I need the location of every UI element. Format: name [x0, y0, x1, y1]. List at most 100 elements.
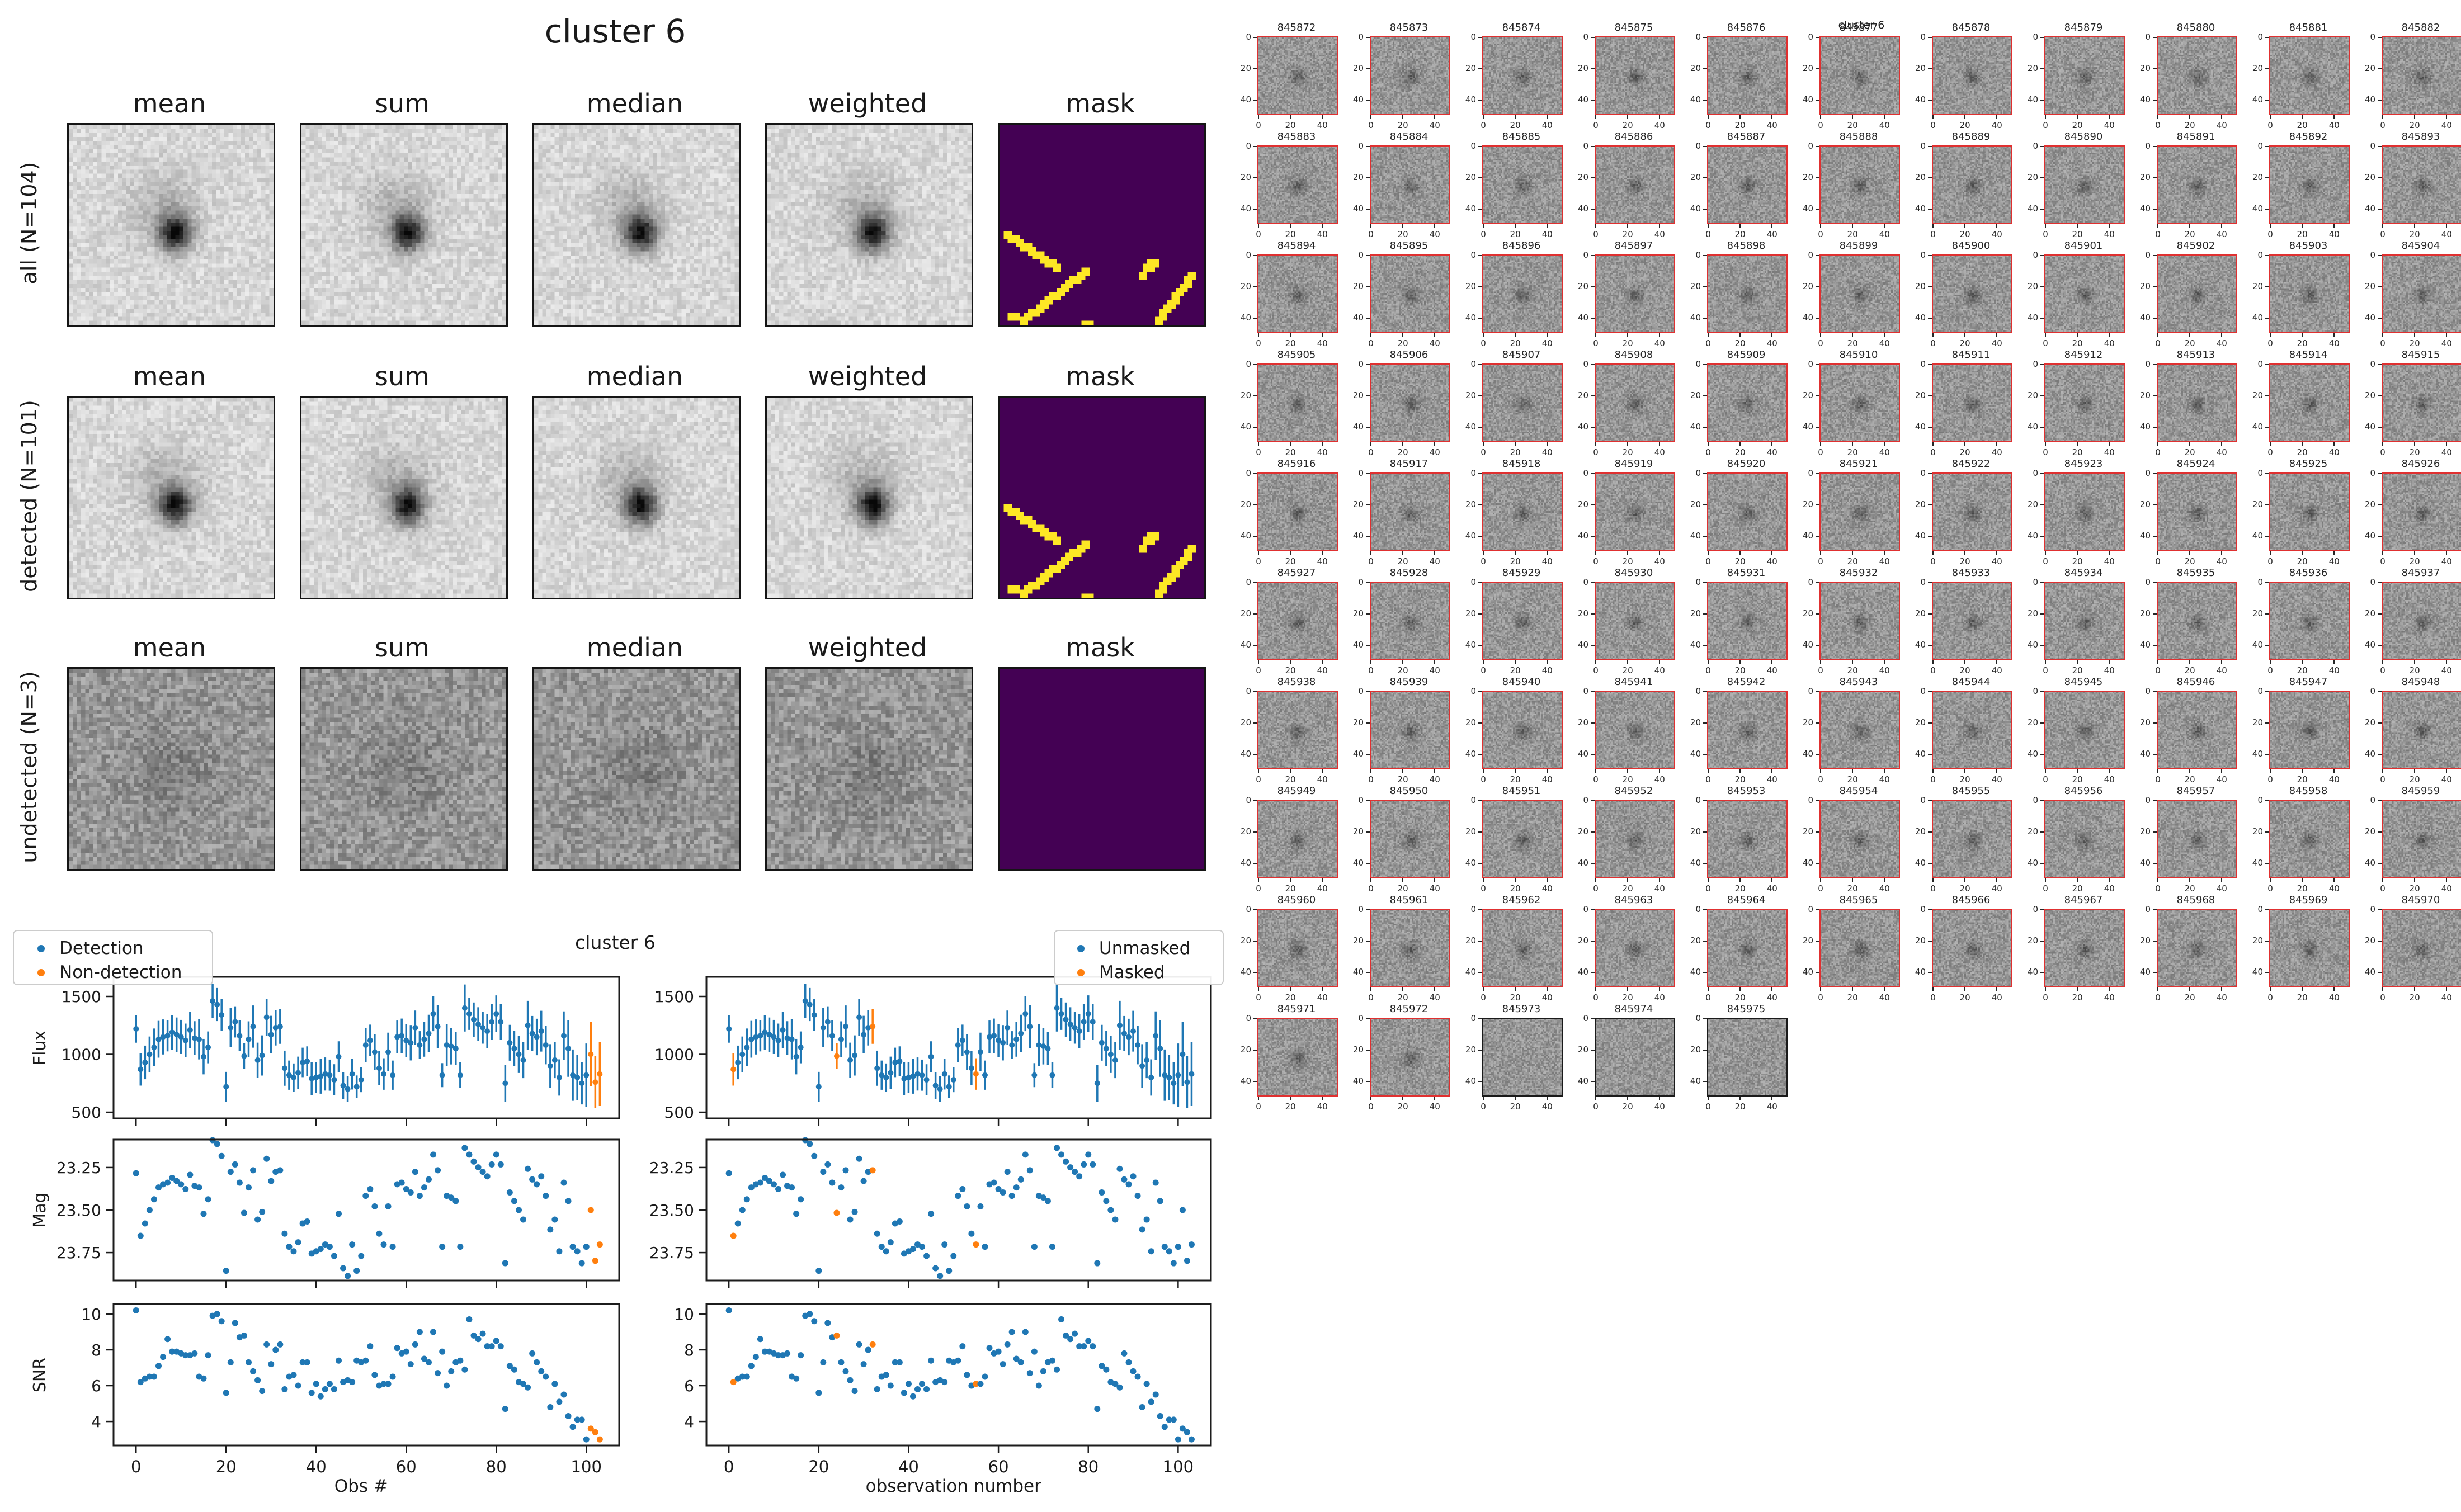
x-tick-label: 40 — [1879, 120, 1890, 130]
data-point — [1058, 1316, 1065, 1323]
y-tick — [1253, 1049, 1257, 1051]
x-tick-label: 0 — [2155, 993, 2161, 1003]
y-tick-label: 40 — [2139, 421, 2151, 432]
x-tick-label: 20 — [1622, 447, 1633, 457]
x-tick-label: 20 — [2184, 120, 2195, 130]
data-point — [1130, 1028, 1137, 1034]
data-point — [833, 1209, 840, 1216]
x-tick-label: 40 — [1879, 774, 1890, 785]
y-tick-label: 0 — [2257, 250, 2263, 260]
plots-suptitle: cluster 6 — [575, 932, 656, 953]
x-tick-label: 0 — [1818, 883, 1823, 894]
stamp-title: 845964 — [1727, 894, 1766, 906]
y-tick-label: 0 — [2370, 686, 2375, 696]
stamp-title: 845876 — [1727, 22, 1766, 34]
y-tick — [2040, 68, 2044, 69]
data-point — [833, 1332, 840, 1339]
stamp-image — [1819, 800, 1900, 878]
data-point — [982, 1072, 988, 1078]
data-point — [977, 1203, 984, 1209]
stamp-title: 845918 — [1502, 458, 1541, 470]
y-tick-label: 1500 — [62, 987, 101, 1006]
x-tick-label: 0 — [1481, 883, 1486, 894]
x-tick-label: 40 — [1766, 1102, 1778, 1112]
data-point — [995, 1348, 1002, 1355]
x-tick-label: 40 — [2216, 447, 2227, 457]
x-tick — [1659, 224, 1661, 228]
x-tick-label: 40 — [2104, 993, 2115, 1003]
y-tick-label: 40 — [1240, 312, 1251, 323]
x-tick-label: 40 — [1879, 665, 1890, 675]
x-tick — [1739, 987, 1741, 991]
data-point — [1148, 1248, 1154, 1255]
data-point — [452, 1198, 459, 1204]
y-tick-label: 0 — [2145, 250, 2151, 260]
data-point — [856, 1014, 862, 1020]
data-point — [223, 1084, 229, 1090]
y-tick — [1703, 644, 1707, 646]
stamp-title: 845898 — [1727, 240, 1766, 252]
x-tick-label: 20 — [1510, 229, 1521, 239]
y-tick-label: 20 — [2364, 63, 2375, 73]
data-point — [883, 1248, 889, 1255]
y-tick-label: 20 — [2364, 826, 2375, 837]
x-tick-label: 20 — [2409, 556, 2420, 566]
y-tick — [1366, 909, 1370, 910]
y-tick-label: 20 — [1240, 717, 1251, 727]
y-tick-label: 40 — [2252, 312, 2263, 323]
data-point — [937, 1086, 943, 1092]
x-tick-label: 0 — [1705, 774, 1711, 785]
x-tick-label: 40 — [1654, 229, 1665, 239]
stamp-image — [1482, 1018, 1563, 1097]
data-point — [299, 1359, 306, 1365]
y-tick-label: 0 — [1695, 686, 1701, 696]
data-point — [237, 1033, 243, 1039]
y-tick-label: 20 — [1577, 63, 1588, 73]
data-point — [560, 1033, 567, 1039]
y-tick-label: 20 — [1915, 717, 1926, 727]
y-tick-label: 20 — [2364, 935, 2375, 946]
data-point — [856, 1155, 862, 1162]
x-tick-label: 20 — [1285, 774, 1296, 785]
data-point — [725, 1307, 732, 1314]
stamp-title: 845915 — [2401, 349, 2440, 361]
x-tick — [2189, 769, 2191, 773]
x-tick-label: 20 — [1959, 447, 1970, 457]
x-tick — [1434, 878, 1436, 882]
y-tick-label: 20 — [2252, 172, 2263, 182]
stamp-image — [1595, 691, 1675, 769]
y-tick-label: 20 — [1690, 390, 1701, 400]
data-point — [137, 1232, 144, 1239]
x-tick-label: 20 — [2297, 993, 2308, 1003]
y-tick — [1816, 535, 1819, 537]
data-point — [1090, 1343, 1096, 1350]
x-tick — [2414, 115, 2416, 119]
y-tick-label: 40 — [1465, 1075, 1476, 1086]
data-point — [1152, 1391, 1159, 1398]
y-tick-label: 20 — [1915, 826, 1926, 837]
y-tick-label: 40 — [1465, 748, 1476, 759]
data-point — [1005, 1024, 1011, 1031]
y-tick-label: 20 — [1240, 390, 1251, 400]
data-point — [484, 1028, 491, 1034]
data-point — [538, 1368, 545, 1374]
x-tick — [2302, 551, 2303, 555]
y-tick — [1703, 473, 1707, 474]
y-tick-label: 20 — [1352, 172, 1364, 182]
x-tick — [2157, 442, 2158, 446]
stamp-title: 845969 — [2289, 894, 2328, 906]
data-point — [326, 1381, 333, 1387]
x-tick — [1595, 878, 1596, 882]
stamp-image — [2269, 472, 2350, 551]
data-point — [569, 1244, 576, 1250]
y-tick — [1366, 68, 1370, 69]
y-tick — [1703, 1080, 1707, 1082]
data-point — [748, 1036, 755, 1042]
data-point — [946, 1084, 952, 1090]
stamp-title: 845929 — [1502, 567, 1541, 579]
y-tick-label: 0 — [2257, 141, 2263, 151]
x-tick — [1402, 442, 1404, 446]
data-point — [1067, 1336, 1074, 1343]
stamp-image — [1707, 363, 1788, 442]
stamp-title: 845923 — [2064, 458, 2103, 470]
